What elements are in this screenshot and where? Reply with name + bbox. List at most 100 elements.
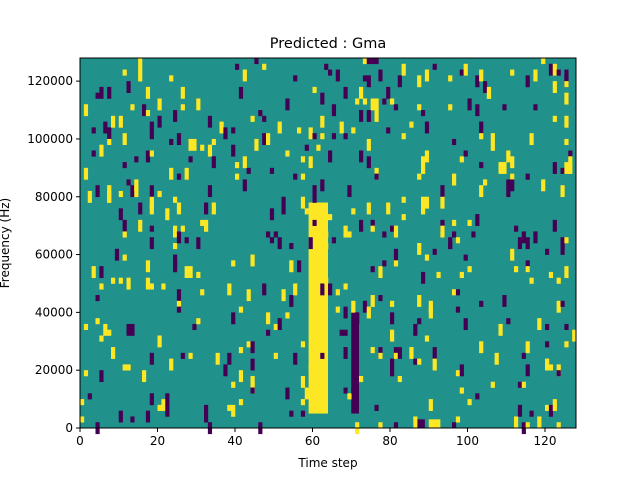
heatmap-cell [533,104,538,111]
heatmap-cell [529,133,534,146]
heatmap-cell [149,352,154,365]
heatmap-cell [196,98,201,111]
heatmap-cell [235,173,240,180]
heatmap-cell [111,277,116,284]
heatmap-cell [196,318,201,325]
heatmap-cell [250,341,255,354]
heatmap-cell [277,237,282,250]
heatmap-cell [138,219,143,232]
heatmap-cell [207,144,213,157]
heatmap-cell [424,196,430,209]
heatmap-cell [293,173,298,180]
heatmap-cell [564,266,569,278]
heatmap-cell [99,283,104,290]
y-tick-label: 100000 [27,132,73,146]
heatmap-cell [111,347,116,359]
heatmap-cell [231,381,236,388]
heatmap-cell [328,150,333,163]
heatmap-region [308,202,328,414]
heatmap-cell [246,167,251,174]
heatmap-cell [564,323,569,331]
heatmap-cell [393,260,399,267]
heatmap-cell [149,237,154,250]
heatmap-cell [393,422,399,429]
heatmap-cell [421,167,426,174]
heatmap-cell [351,300,356,313]
heatmap-cell [149,393,154,406]
heatmap-cell [529,410,534,417]
heatmap-cell [157,190,162,198]
heatmap-cell [83,167,89,180]
heatmap-cell [246,341,251,348]
heatmap-cell [448,75,453,82]
heatmap-cell [502,104,507,111]
heatmap-cell [545,323,550,331]
heatmap-cell [277,318,282,331]
heatmap-cell [281,202,286,215]
heatmap-cell [467,219,472,226]
heatmap-cell [99,335,104,342]
heatmap-cell [176,133,182,146]
heatmap-cell [552,399,557,411]
heatmap-cell [362,75,368,82]
heatmap-cell [238,86,244,99]
heatmap-cell [362,300,368,313]
heatmap-cell [161,399,166,411]
heatmap-cell [107,86,112,99]
heatmap-cell [111,115,116,128]
heatmap-cell [289,243,294,250]
heatmap-cell [370,225,375,232]
heatmap-cell [149,185,154,198]
heatmap-cell [390,358,395,371]
heatmap-cell [285,312,290,319]
heatmap-cell [107,127,112,140]
heatmap-cell [390,370,395,377]
heatmap-cell [145,277,151,290]
heatmap-cell [300,173,306,180]
heatmap-cell [300,156,306,163]
heatmap-cell [463,150,468,157]
heatmap-cell [335,289,340,296]
heatmap-cell [130,416,135,423]
heatmap-cell [386,202,391,215]
heatmap-cell [324,277,329,284]
heatmap-cell [382,231,387,238]
heatmap-cell [339,329,344,336]
heatmap-cell [118,115,123,128]
heatmap-cell [560,300,565,307]
heatmap-cell [235,63,240,70]
heatmap-cell [316,347,321,359]
heatmap-cell [122,254,127,261]
heatmap-cell [556,69,561,76]
heatmap-cell [483,81,488,93]
heatmap-cell [80,399,85,406]
heatmap-cell [452,289,457,296]
heatmap-cell [238,370,244,383]
heatmap-cell [184,167,189,180]
heatmap-cell [490,133,495,140]
heatmap-cell [556,370,561,377]
heatmap-cell [529,277,534,284]
heatmap-cell [165,208,170,221]
heatmap-cell [548,63,554,76]
heatmap-cell [510,248,515,261]
heatmap-cell [122,364,127,371]
heatmap-cell [211,202,216,215]
heatmap-cell [320,179,325,192]
heatmap-cell [479,341,484,354]
heatmap-cell [366,58,371,65]
heatmap-cell [545,341,550,348]
x-axis-ticks: 0 20 40 60 80 100 120 [76,428,556,448]
heatmap-cell [343,86,348,99]
heatmap-cell [269,208,275,221]
heatmap-cell [564,81,569,88]
heatmap-cell [312,219,317,226]
heatmap-cell [459,271,464,278]
heatmap-cell [432,358,437,371]
heatmap-cell [421,271,426,284]
heatmap-cell [250,115,255,122]
heatmap-cell [145,150,151,163]
heatmap-cell [448,243,453,250]
heatmap-cell [494,352,499,365]
heatmap-cell [188,352,193,359]
